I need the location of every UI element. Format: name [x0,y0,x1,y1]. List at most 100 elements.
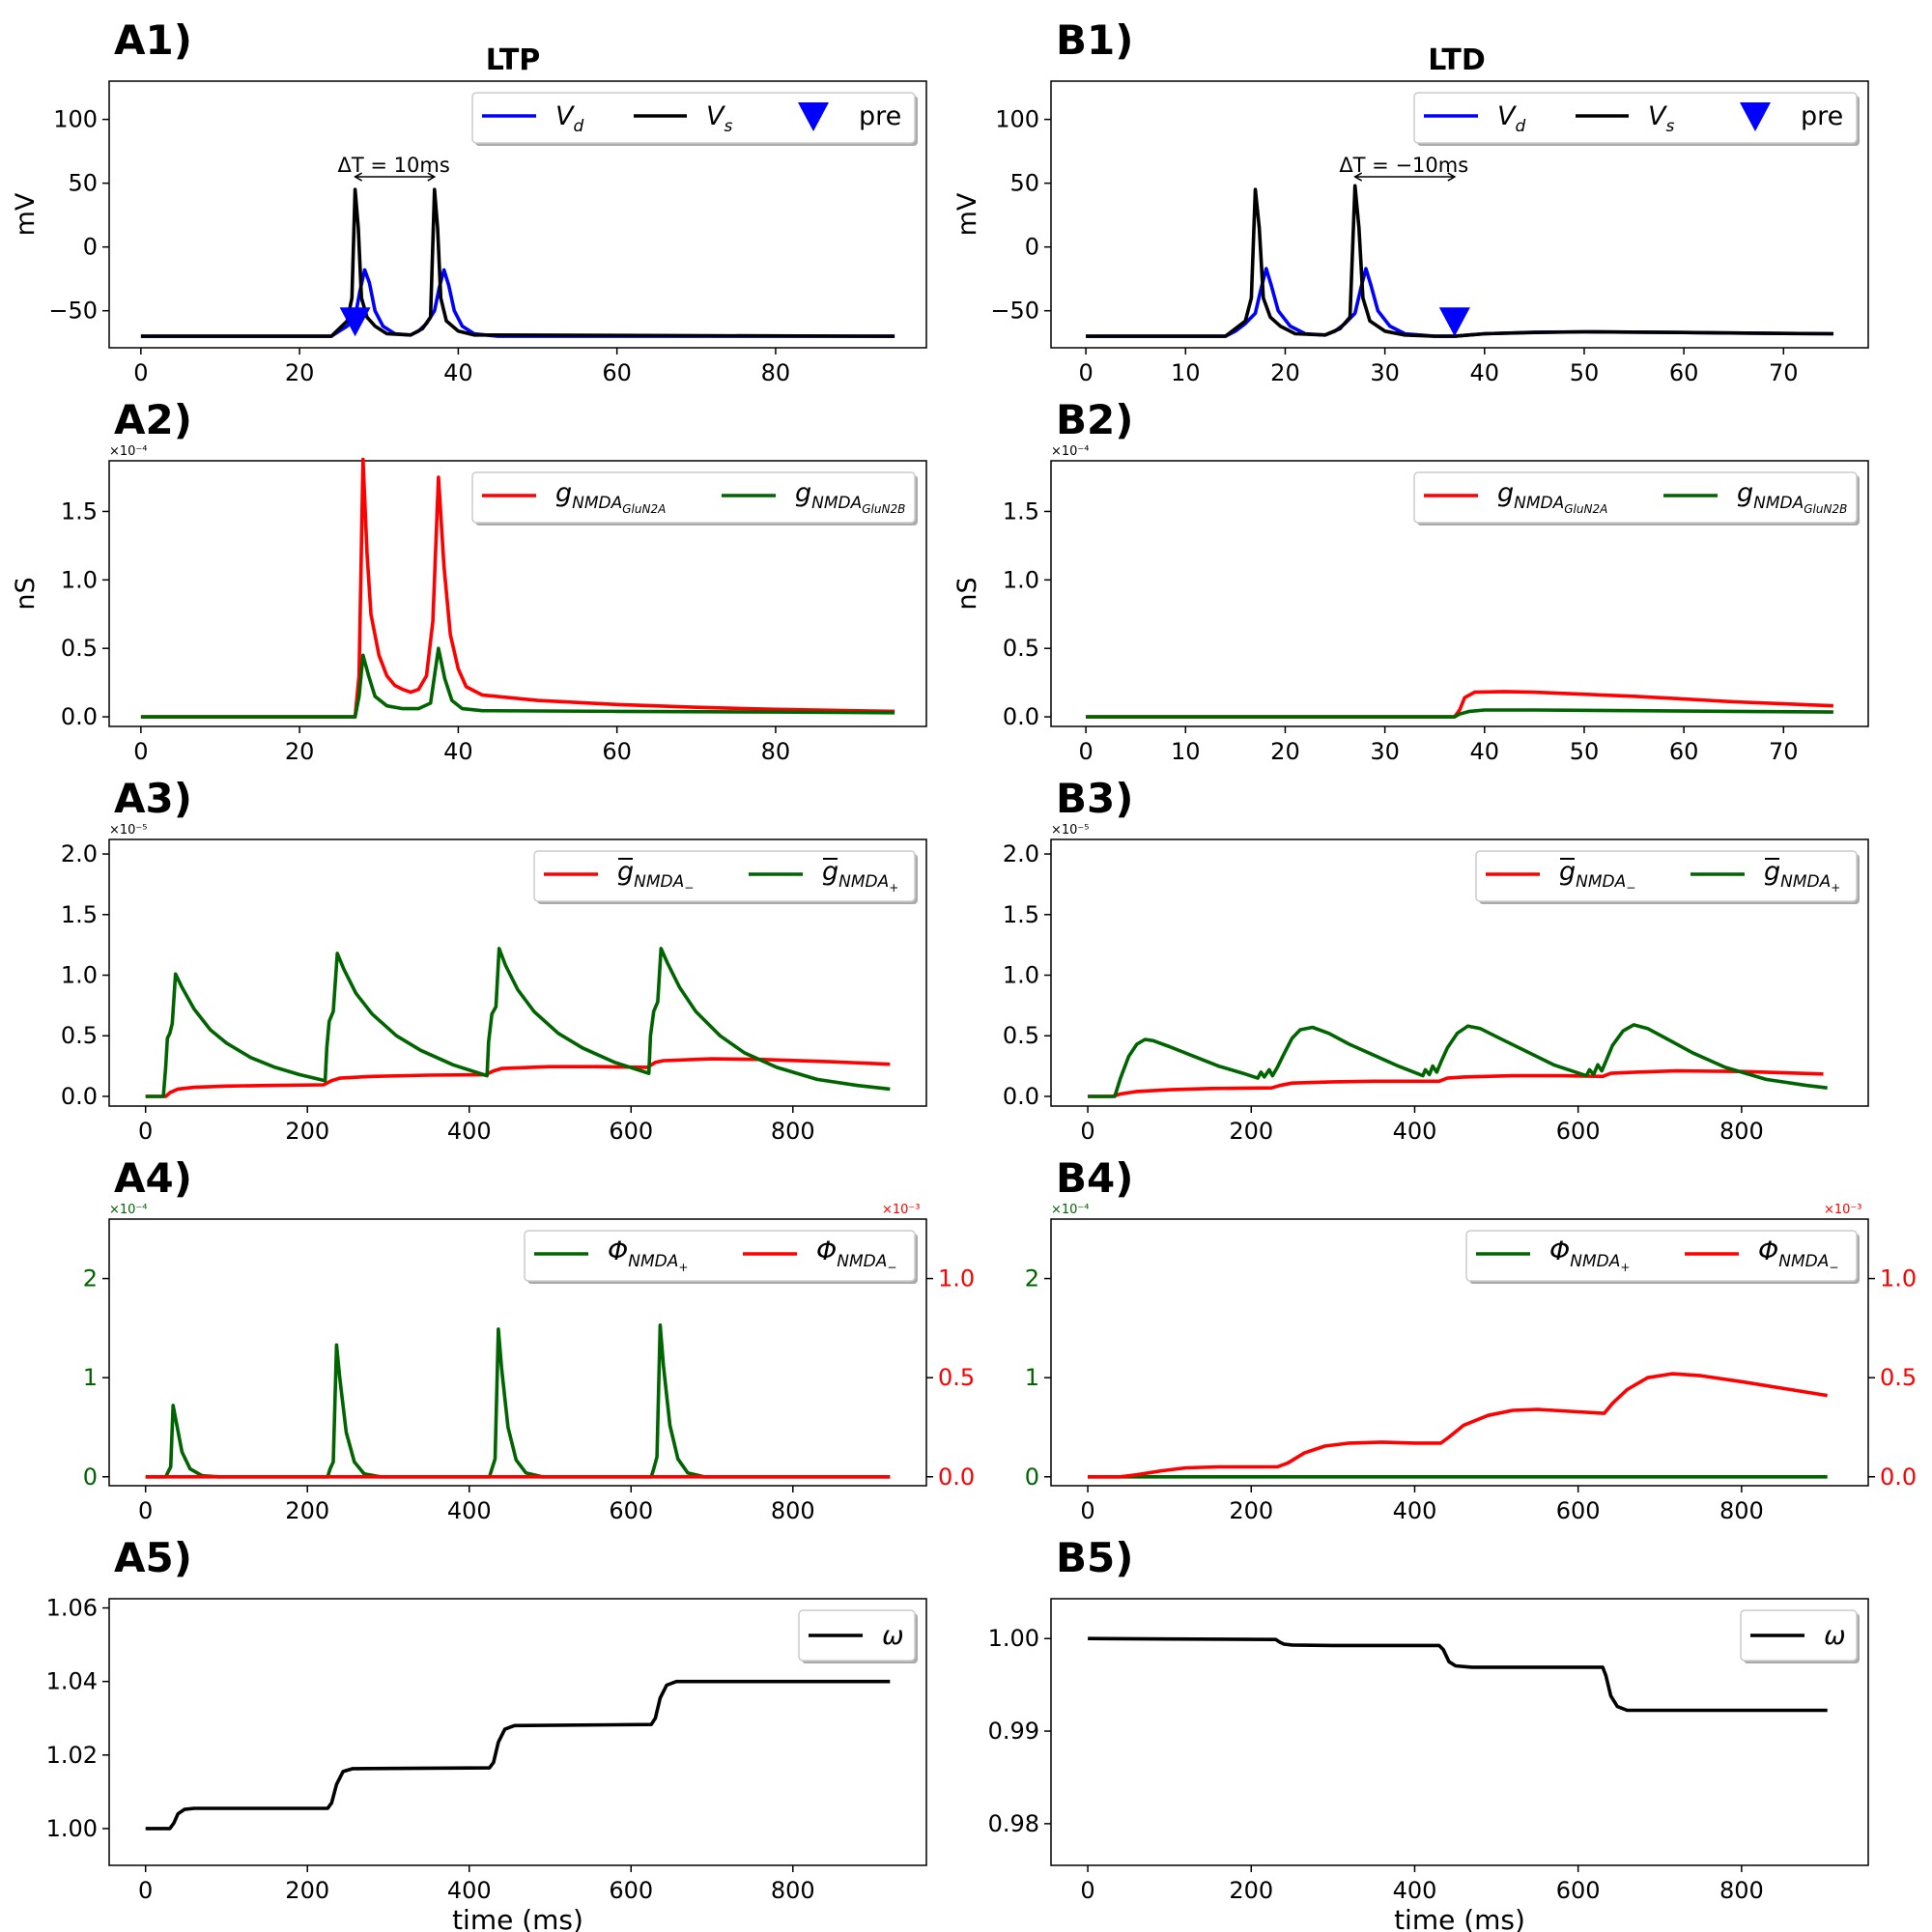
legend: gNMDAGluN2A gNMDAGluN2B [1413,471,1860,526]
panel-label: B5) [1056,1534,1133,1581]
y-tick-label: −50 [48,298,98,325]
x-tick-label: 600 [1556,1497,1601,1524]
legend-label-vs: Vs [706,101,732,136]
y-tick-label: 100 [53,106,98,133]
y-exponent-left: ×10⁻⁴ [109,1203,148,1217]
delta-t-arrowhead-left [354,172,362,182]
series-line-v-s [1086,184,1833,338]
series-line-omega [145,1679,891,1831]
x-tick-label: 400 [447,1497,492,1524]
delta-t-arrowhead-right [1447,172,1457,182]
panel-b2: B2) 0 10 20 30 40 50 60 70 0.0 0.5 1.0 1.5 ×10⁻⁴ nS gNM… [952,396,1869,765]
series-line-v-s [140,187,895,338]
y-tick-label: 0.0 [61,703,98,730]
legend: ω [798,1609,918,1663]
y-tick-label: 50 [1009,170,1039,197]
panel-label: A5) [114,1534,192,1581]
x-tick-label: 800 [1719,1877,1764,1904]
y-tick-label: 0.5 [1003,1022,1039,1049]
legend-label-phi-minus: ΦNMDA− [1758,1236,1838,1274]
y-tick-label: 0.5 [61,635,98,662]
series-line-gbar-nmda-plus [145,947,891,1098]
panel-b4: B4) 0 200 400 600 800 0 1 2 0.0 0.5 1.0 ×10⁻⁴ ×10⁻³ ΦN… [1025,1154,1917,1524]
series-line-gbar-nmda-minus [145,1057,891,1098]
legend-label-pre: pre [859,101,901,131]
legend-label-phi-plus: ΦNMDA+ [1549,1236,1630,1274]
x-tick-label: 800 [771,1877,815,1904]
legend: ΦNMDA+ ΦNMDA− [1465,1230,1860,1284]
delta-t-arrowhead-right [427,172,437,182]
y-tick-label: 2 [1025,1265,1039,1293]
y-tick-label: 1.0 [61,962,98,989]
y-right-tick-label: 0.0 [938,1463,975,1491]
x-tick-label: 70 [1769,738,1799,765]
y-tick-label: 1.04 [46,1668,98,1695]
x-tick-label: 60 [1669,359,1699,386]
axes-frame [1050,460,1869,727]
series-line-phi-nmda-minus [1088,1372,1828,1479]
x-tick-label: 600 [609,1118,653,1145]
x-tick-label: 10 [1171,359,1201,386]
x-tick-label: 0 [138,1497,153,1524]
x-tick-label: 60 [1669,738,1699,765]
y-tick-label: 100 [995,106,1039,133]
x-tick-label: 30 [1370,359,1400,386]
legend-label-gbar-minus: gNMDA− [617,857,694,895]
panel-b1: B1) 0 10 20 30 40 50 60 70 −50 0 50 100 mV ΔT = −10ms V… [952,16,1869,386]
panel-a2: A2) 0 20 40 60 80 0.0 0.5 1.0 1.5 ×10⁻⁴ nS gNMDAGluN… [11,396,927,765]
x-tick-label: 600 [609,1497,653,1524]
legend: Vd Vs pre [1413,92,1860,146]
legend-label-omega: ω [882,1621,904,1651]
y-tick-label: 2.0 [1003,840,1039,867]
y-exponent-right: ×10⁻³ [1824,1203,1862,1217]
y-tick-label: 50 [68,170,98,197]
panel-label: A1) [114,16,192,64]
y-right-tick-label: 0.5 [938,1364,975,1391]
x-tick-label: 20 [285,738,315,765]
x-tick-label: 70 [1769,359,1799,386]
legend: gNMDA− gNMDA+ [533,850,918,904]
legend-label-vd: Vd [1497,101,1525,136]
panel-label: B3) [1056,775,1133,822]
y-tick-label: 1 [1025,1364,1039,1391]
x-tick-label: 0 [1078,738,1093,765]
legend-label-glun2a: gNMDAGluN2A [555,478,666,516]
x-tick-label: 50 [1570,359,1600,386]
x-tick-label: 0 [1078,359,1093,386]
y-axis-label: mV [11,192,41,236]
x-tick-label: 0 [133,738,148,765]
panel-label: A3) [114,775,192,822]
x-tick-label: 0 [1080,1118,1094,1145]
x-tick-label: 400 [447,1118,492,1145]
legend-box [1413,471,1858,524]
legend-label-vs: Vs [1648,101,1674,136]
series-line-g-nmda-glun2a [1086,690,1833,719]
axes-frame [1050,1218,1869,1487]
x-tick-label: 600 [609,1877,653,1904]
x-tick-label: 20 [1270,359,1300,386]
y-right-tick-label: 1.0 [938,1265,975,1293]
series-line-phi-nmda-plus [145,1323,891,1479]
x-axis-label: time (ms) [452,1904,583,1932]
legend-swatch-pre [1740,102,1771,131]
y-right-tick-label: 0.5 [1880,1364,1917,1391]
series-line-g-nmda-glun2a [140,457,895,719]
panel-b5: B5) 0 200 400 600 800 0.98 0.99 1.00 time (ms) ω [988,1534,1869,1932]
x-tick-label: 0 [138,1877,153,1904]
y-tick-label: 0 [83,1463,98,1491]
legend-label-glun2a: gNMDAGluN2A [1497,478,1607,516]
y-tick-label: 0.5 [1003,635,1039,662]
y-tick-label: 2 [83,1265,98,1293]
y-axis-label: nS [952,577,982,610]
y-tick-label: 1.5 [1003,901,1039,928]
y-tick-label: 0.0 [1003,703,1039,730]
series-line-gbar-nmda-plus [1088,1023,1828,1098]
y-tick-label: 1.0 [1003,962,1039,989]
y-tick-label: 1.5 [61,901,98,928]
y-tick-label: 0 [1025,1463,1039,1491]
legend-label-glun2b: gNMDAGluN2B [1737,478,1847,516]
panel-a1: A1) 0 20 40 60 80 −50 0 50 100 mV ΔT = 10ms Vd Vs pre [11,16,927,386]
x-tick-label: 600 [1556,1118,1601,1145]
legend: gNMDAGluN2A gNMDAGluN2B [471,471,918,526]
y-tick-label: 1.06 [46,1595,98,1622]
